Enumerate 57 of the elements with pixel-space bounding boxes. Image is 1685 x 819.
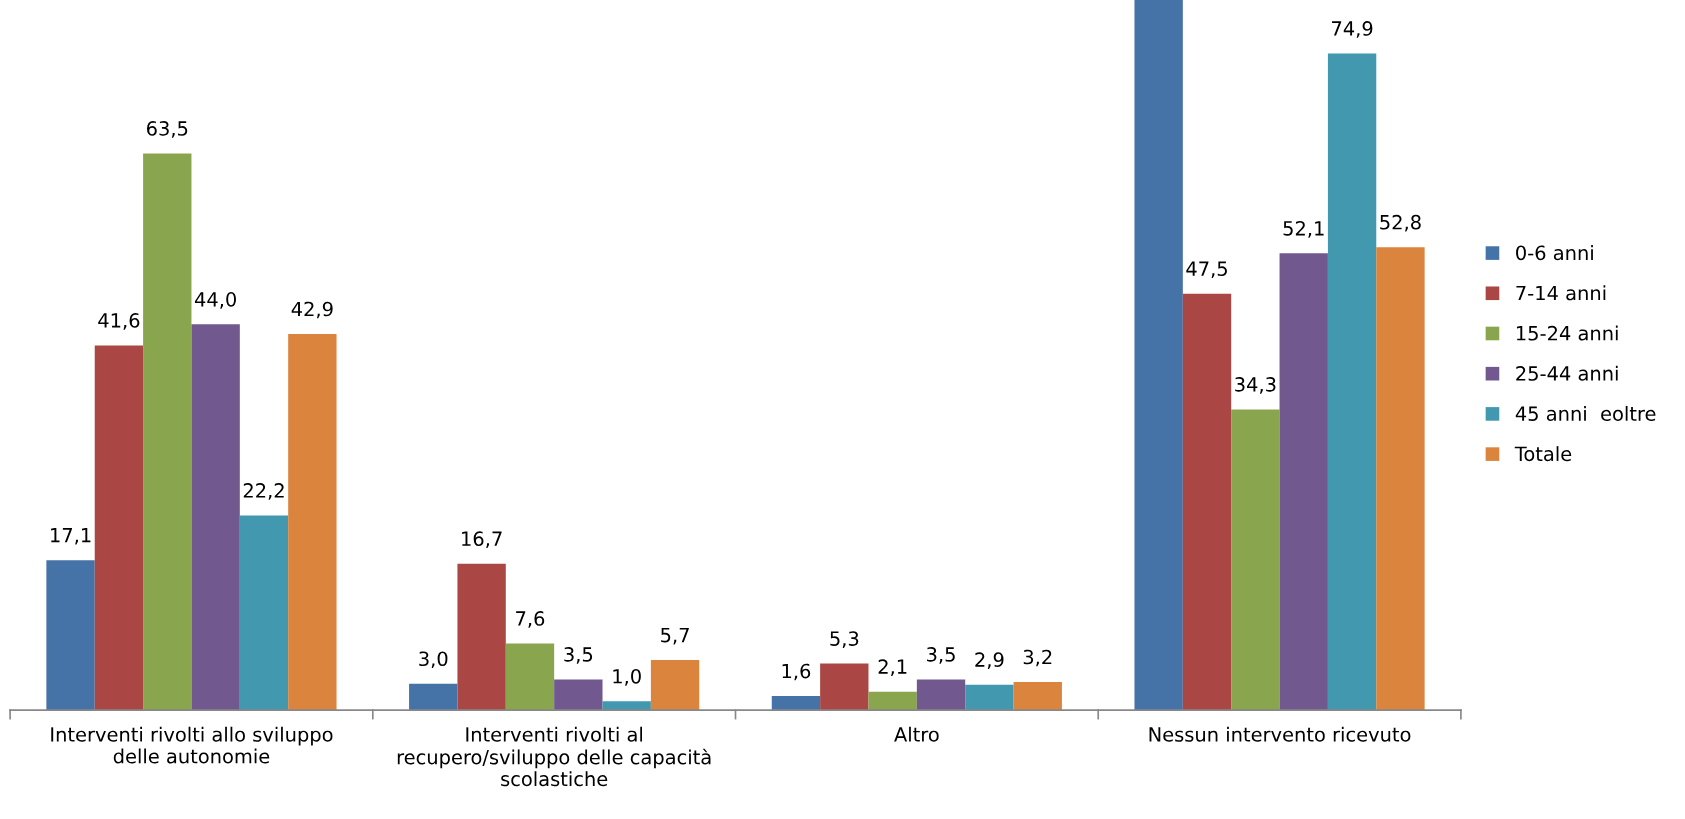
data-label: 1,6 [782,663,811,681]
data-label: 2,1 [878,659,907,676]
data-label: 17,1 [51,528,91,545]
data-label: 22,2 [243,483,284,500]
bar [868,691,917,711]
bar [191,324,240,711]
bar [820,663,869,711]
data-label: 3,0 [419,651,448,669]
data-label: 16,7 [462,531,502,548]
legend-label: 7-14 anni [1516,285,1606,301]
data-label: 52,8 [1380,214,1421,232]
bar [409,683,458,711]
data-label: 3,5 [564,647,593,664]
x-tick-label: Nessun intervento ricevuto [1149,726,1411,742]
legend-label: Totale [1514,446,1572,462]
legend-label: 0-6 anni [1516,245,1593,261]
data-label: 41,6 [98,313,140,330]
bar [288,334,337,711]
x-tick-label: Altro [894,726,939,742]
bar [1279,253,1328,711]
bar [916,679,966,711]
bar [771,696,821,711]
legend-label: 15-24 anni [1516,325,1618,341]
data-label: 52,1 [1283,220,1324,238]
data-label: 1,0 [613,668,641,686]
data-label: 5,3 [830,631,859,648]
bar [650,660,700,711]
bar [239,515,289,711]
x-tick-label: Interventi rivolti allo sviluppo delle autonomie [51,726,333,764]
bar [1376,247,1425,711]
bar [457,563,506,711]
legend-label: 25-44 anni [1516,365,1618,381]
bar [1134,0,1183,711]
bar [143,153,192,711]
bar [1013,682,1062,711]
bar [965,684,1014,711]
data-label: 5,7 [661,628,689,645]
data-label: 3,2 [1023,649,1052,667]
bar [1182,293,1232,711]
bar [554,679,603,711]
bar [94,345,144,711]
bar [46,560,95,711]
data-label: 44,0 [194,291,236,309]
data-label: 3,5 [927,647,955,664]
data-label: 63,5 [146,121,188,138]
bar [505,643,555,711]
data-label: 42,9 [291,301,333,319]
data-label: 2,9 [975,652,1004,669]
data-label: 74,9 [1332,21,1373,38]
data-label: 47,5 [1186,261,1227,278]
legend-label: 45 anni eoltre [1515,405,1656,421]
bar [1231,409,1280,711]
data-label: 7,6 [516,611,545,628]
bar [1327,53,1377,711]
bar [602,701,651,711]
x-tick-label: Interventi rivolti al recupero/sviluppo delle capacità scolastiche [397,726,711,787]
data-label: 34,3 [1235,377,1276,394]
